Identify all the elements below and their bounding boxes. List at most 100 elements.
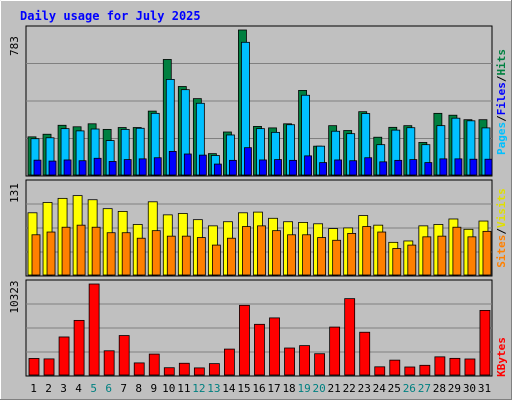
svg-text:KBytes: KBytes: [495, 337, 508, 377]
day-label: 27: [418, 382, 431, 395]
pages-bar: [33, 159, 42, 176]
pages-bar: [319, 162, 328, 176]
sites-bar: [151, 230, 161, 276]
kbytes-bar: [208, 363, 220, 376]
legend-pages: Pages: [495, 122, 508, 155]
sites-bar: [181, 235, 191, 276]
kbytes-bar: [133, 362, 145, 376]
pages-bar: [484, 158, 493, 176]
sites-bar: [452, 226, 462, 276]
sites-bar: [347, 233, 357, 276]
day-label: 31: [478, 382, 491, 395]
legend-kbytes: KBytes: [495, 337, 508, 377]
day-label: 13: [207, 382, 220, 395]
kbytes-bar: [193, 367, 205, 376]
hits-files-pages-legend: Pages/Files/Hits: [495, 49, 508, 155]
pages-bar: [213, 163, 222, 176]
sites-bar: [136, 237, 146, 276]
kbytes-bar: [43, 358, 55, 376]
pages-bar: [379, 161, 388, 176]
kbytes-bar: [118, 335, 130, 376]
pages-bar: [274, 159, 282, 176]
kbytes-bar: [58, 336, 70, 376]
kbytes-bar: [148, 353, 160, 376]
day-label: 28: [433, 382, 446, 395]
pages-bar: [93, 157, 102, 176]
day-label: 11: [177, 382, 190, 395]
pages-bar: [168, 150, 177, 176]
legend-separator: /: [495, 115, 508, 122]
day-label: 8: [135, 382, 142, 395]
kbytes-bar: [389, 359, 401, 376]
kbytes-bar: [314, 353, 326, 376]
kbytes-bar: [419, 364, 431, 376]
legend-hits: Hits: [495, 49, 508, 76]
pages-bar: [454, 158, 463, 176]
kbytes-bar: [178, 362, 190, 376]
sites-bar: [106, 232, 116, 276]
pages-bar: [153, 157, 162, 176]
sites-bar: [46, 231, 56, 276]
sites-bar: [437, 235, 447, 276]
kbytes-bar: [434, 356, 446, 376]
pages-bar: [469, 158, 478, 176]
sites-bar: [392, 248, 402, 276]
day-label: 25: [388, 382, 401, 395]
day-label: 24: [373, 382, 387, 395]
kbytes-bar: [239, 304, 250, 376]
kbytes-bar: [224, 348, 235, 376]
day-label: 17: [267, 382, 280, 395]
kbytes-bar: [163, 367, 175, 376]
pages-bar: [123, 159, 132, 176]
day-label: 1: [30, 382, 37, 395]
kbytes-bar: [269, 317, 280, 376]
pages-bar: [394, 159, 403, 176]
day-label: 6: [105, 382, 112, 395]
kbytes-bar: [374, 366, 386, 376]
day-label: 18: [282, 382, 295, 395]
sites-bar: [91, 226, 101, 276]
day-label: 4: [75, 382, 82, 395]
legend-separator: /: [495, 228, 508, 235]
legend-separator: /: [495, 75, 508, 82]
day-label: 20: [313, 382, 326, 395]
svg-text:Sites/Visits: Sites/Visits: [495, 188, 508, 268]
pages-bar: [334, 159, 343, 176]
day-label: 16: [252, 382, 265, 395]
day-label: 29: [448, 382, 461, 395]
pages-bar: [439, 158, 448, 176]
sites-bar: [287, 234, 296, 276]
sites-bar: [31, 234, 41, 276]
pages-bar: [259, 159, 267, 176]
day-label: 19: [297, 382, 310, 395]
sites-bar: [467, 236, 477, 276]
sites-bar: [196, 237, 206, 276]
day-label: 10: [162, 382, 175, 395]
day-label: 15: [237, 382, 250, 395]
pages-bar: [289, 159, 297, 176]
kbytes-bar: [103, 350, 115, 376]
day-label: 3: [60, 382, 67, 395]
legend-files: Files: [495, 82, 508, 115]
day-label: 21: [328, 382, 341, 395]
sites-bar: [166, 235, 176, 276]
kbytes-bar: [284, 347, 295, 376]
pages-bar: [198, 154, 207, 176]
sites-bar: [362, 226, 372, 276]
kbytes-panel-max-label: 10323: [8, 280, 21, 313]
sites-panel-max-label: 131: [8, 183, 21, 203]
sites-bar: [257, 225, 266, 276]
kbytes-bar: [254, 323, 265, 376]
sites-bar: [242, 226, 251, 276]
day-label: 5: [90, 382, 97, 395]
pages-bar: [183, 153, 192, 176]
sites-bar: [407, 244, 417, 276]
day-label: 22: [343, 382, 356, 395]
kbytes-bar: [464, 358, 476, 376]
kbytes-bar: [73, 319, 85, 376]
sites-bar: [317, 237, 327, 276]
sites-bar: [227, 237, 236, 276]
day-label: 9: [150, 382, 157, 395]
day-label: 14: [222, 382, 236, 395]
